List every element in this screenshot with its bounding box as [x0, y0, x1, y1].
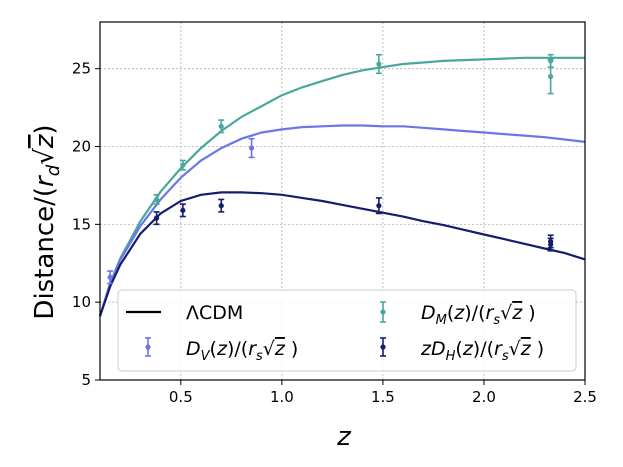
- y-axis-label-r: r: [30, 174, 60, 187]
- data-point-series-0: [248, 137, 255, 159]
- y-axis-label: Distance/(rd√z): [30, 124, 64, 319]
- data-point-series-1: [179, 159, 186, 171]
- data-point-series-1: [153, 193, 160, 205]
- legend-dm-label: DM(z)/(rs√z ): [421, 302, 536, 328]
- y-tick-label: 20: [72, 138, 91, 156]
- data-points: [107, 53, 554, 285]
- data-point-series-0: [107, 270, 114, 285]
- legend-dh-swatch: [380, 337, 386, 357]
- data-point-series-2: [218, 198, 225, 213]
- model-curves: [98, 56, 586, 317]
- y-axis-label-sub: d: [43, 164, 64, 176]
- model-curve-2: [98, 191, 586, 317]
- legend-frame: [117, 289, 577, 372]
- model-curve-0: [98, 56, 585, 317]
- data-point-series-1: [547, 58, 554, 95]
- x-axis-label: z: [336, 422, 352, 452]
- y-tick-label: 15: [72, 215, 91, 233]
- x-tick-label: 1.5: [371, 388, 395, 406]
- plot-frame: [99, 21, 586, 381]
- x-tick-label: 1.0: [270, 388, 294, 406]
- svg-text:Distance/(rd√z): Distance/(rd√z): [30, 124, 64, 319]
- y-axis-label-main: Distance/(: [30, 187, 60, 320]
- y-axis-label-close: ): [30, 124, 60, 134]
- legend: ΛCDM DV(z)/(rs√z ) DM(z)/(rs√z ) zDH(z)/: [117, 289, 577, 372]
- data-point-series-2: [153, 211, 160, 226]
- data-point-series-1: [218, 119, 225, 134]
- legend-lcdm-label: ΛCDM: [186, 302, 243, 324]
- legend-dv-swatch: [145, 337, 151, 357]
- legend-dh-label: zDH(z)/(rs√z ): [420, 338, 544, 364]
- data-point-series-2: [547, 237, 554, 252]
- model-curve-1: [98, 124, 586, 317]
- x-tick-label: 2.0: [472, 388, 496, 406]
- y-axis-label-sqrt: √: [30, 148, 60, 165]
- y-axis-label-z: z: [30, 133, 60, 149]
- y-tick-label: 10: [72, 293, 91, 311]
- y-tick-label: 25: [72, 60, 91, 78]
- legend-dv-label: DV(z)/(rs√z ): [186, 338, 298, 364]
- legend-dm-swatch: [380, 301, 386, 323]
- y-tick-label: 5: [81, 371, 91, 389]
- x-tick-label: 0.5: [169, 388, 193, 406]
- x-tick-label: 2.5: [573, 388, 597, 406]
- axis-ticks: 0.5 1.0 1.5 2.0 2.5 5 10 15 20 25: [72, 60, 597, 406]
- data-point-series-2: [375, 197, 382, 215]
- data-point-series-1: [375, 53, 382, 75]
- data-point-series-2: [179, 203, 186, 218]
